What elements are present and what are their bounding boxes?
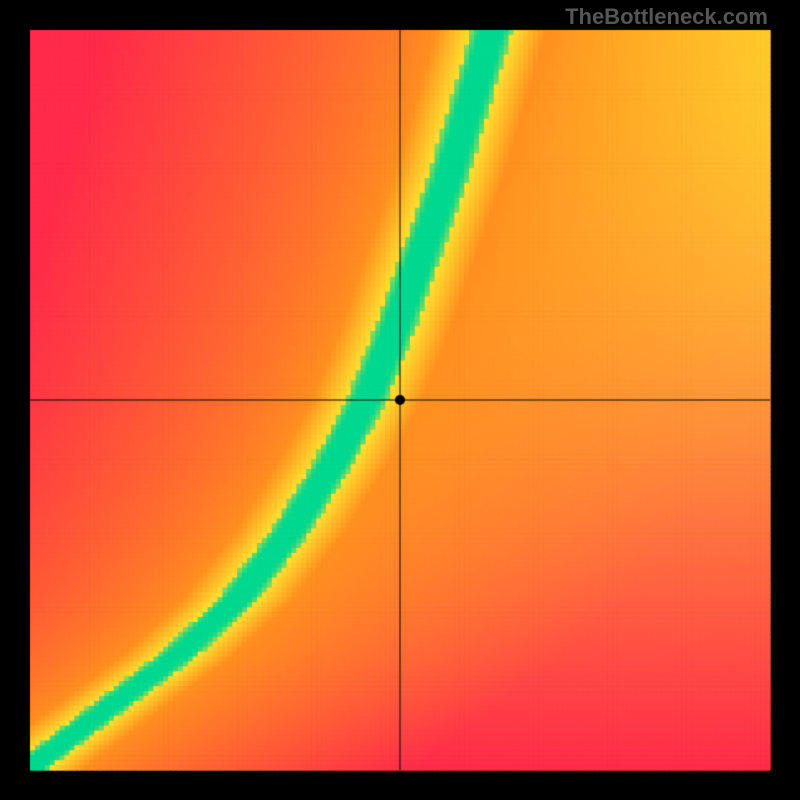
bottleneck-heatmap <box>0 0 800 800</box>
watermark-text: TheBottleneck.com <box>565 4 768 30</box>
